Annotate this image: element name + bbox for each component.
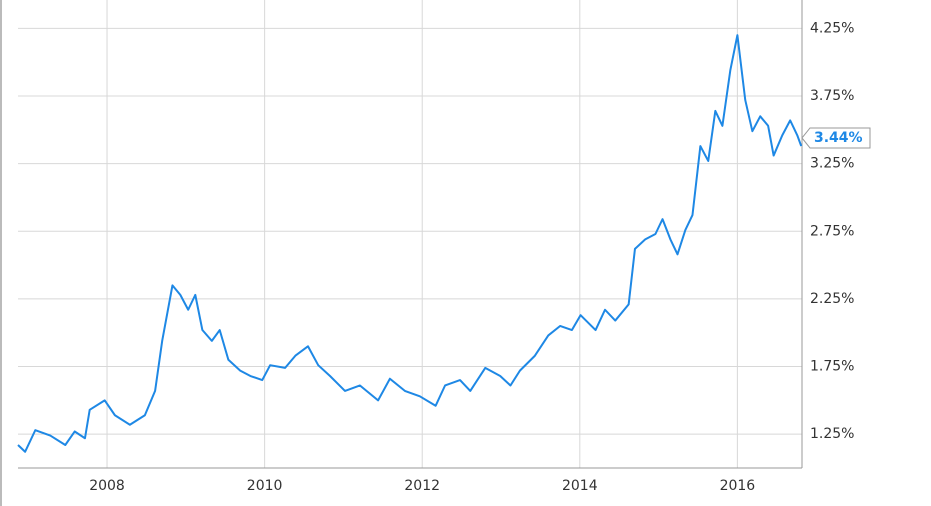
x-tick-label: 2012	[404, 478, 440, 494]
x-tick-label: 2008	[89, 478, 125, 494]
y-tick-label: 3.25%	[810, 156, 854, 172]
y-tick-label: 3.75%	[810, 88, 854, 104]
x-tick-label: 2010	[247, 478, 283, 494]
x-tick-label: 2016	[720, 478, 756, 494]
y-tick-label: 2.75%	[810, 223, 854, 239]
label-box	[801, 127, 871, 149]
y-tick-label: 2.25%	[810, 291, 854, 307]
x-tick-label: 2014	[562, 478, 598, 494]
data-line	[17, 34, 803, 453]
current-value-label: 3.44%	[801, 127, 871, 149]
y-tick-label: 4.25%	[810, 20, 854, 36]
y-tick-label: 1.25%	[810, 426, 854, 442]
y-tick-label: 1.75%	[810, 359, 854, 375]
current-value-text: 3.44%	[814, 130, 863, 146]
